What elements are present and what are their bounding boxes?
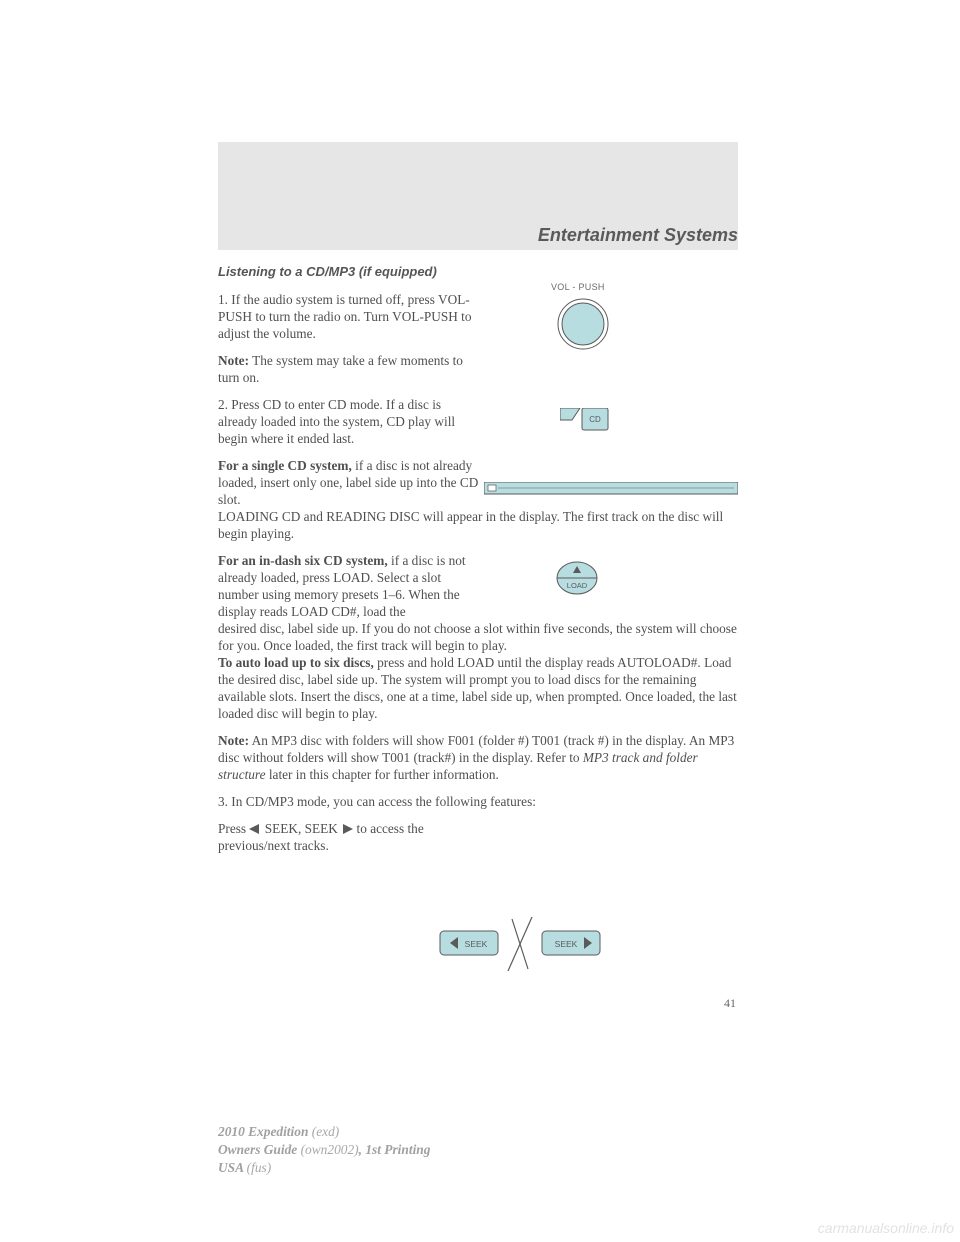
- footer-1b: (exd): [312, 1124, 340, 1139]
- p6-label: To auto load up to six discs,: [218, 655, 374, 670]
- paragraph-7: Note: An MP3 disc with folders will show…: [218, 732, 738, 783]
- p5-label: For an in-dash six CD system,: [218, 553, 388, 568]
- footer-line-2: Owners Guide (own2002), 1st Printing: [218, 1141, 430, 1159]
- paragraph-9: Press SEEK, SEEK to access the previous/…: [218, 820, 458, 854]
- cd-slot-icon: [484, 482, 738, 496]
- footer-3a: USA: [218, 1160, 247, 1175]
- paragraph-2-rest: The system may take a few moments to tur…: [218, 353, 463, 385]
- paragraph-3: 2. Press CD to enter CD mode. If a disc …: [218, 396, 482, 447]
- footer-2a: Owners Guide: [218, 1142, 301, 1157]
- triangle-left-icon: [249, 824, 261, 834]
- footer-3b: (fus): [247, 1160, 272, 1175]
- triangle-right-icon: [341, 824, 353, 834]
- cd-button-label: CD: [589, 415, 601, 424]
- load-button-label: LOAD: [567, 581, 588, 590]
- body-content: Listening to a CD/MP3 (if equipped) 1. I…: [218, 264, 738, 864]
- paragraph-5: For an in-dash six CD system, if a disc …: [218, 552, 738, 654]
- footer-line-3: USA (fus): [218, 1159, 430, 1177]
- subsection-title: Listening to a CD/MP3 (if equipped): [218, 264, 738, 281]
- paragraph-8: 3. In CD/MP3 mode, you can access the fo…: [218, 793, 738, 810]
- watermark: carmanualsonline.info: [818, 1220, 954, 1236]
- section-header: Entertainment Systems: [538, 225, 738, 246]
- seek-buttons-icon: SEEK SEEK: [428, 913, 608, 975]
- p4-label: For a single CD system,: [218, 458, 352, 473]
- paragraph-2: Note: The system may take a few moments …: [218, 352, 482, 386]
- p7b: later in this chapter for further inform…: [266, 767, 499, 782]
- load-button-icon: LOAD: [555, 561, 599, 597]
- p9a: Press: [218, 821, 246, 836]
- paragraph-1: 1. If the audio system is turned off, pr…: [218, 291, 482, 342]
- vol-push-knob-icon: [555, 296, 611, 352]
- footer: 2010 Expedition (exd) Owners Guide (own2…: [218, 1123, 430, 1177]
- p4b: LOADING CD and READING DISC will appear …: [218, 509, 723, 541]
- p5b: desired disc, label side up. If you do n…: [218, 621, 737, 653]
- seek-right-label: SEEK: [555, 939, 578, 949]
- note-label: Note:: [218, 353, 249, 368]
- seek-left-label: SEEK: [465, 939, 488, 949]
- p7-label: Note:: [218, 733, 249, 748]
- vol-push-label: VOL - PUSH: [551, 282, 605, 292]
- footer-line-1: 2010 Expedition (exd): [218, 1123, 430, 1141]
- footer-1a: 2010 Expedition: [218, 1124, 312, 1139]
- footer-2c: , 1st Printing: [359, 1142, 431, 1157]
- page: Entertainment Systems Listening to a CD/…: [0, 0, 960, 1242]
- p9b: SEEK, SEEK: [265, 821, 338, 836]
- paragraph-6: To auto load up to six discs, press and …: [218, 654, 738, 722]
- footer-2b: (own2002): [301, 1142, 359, 1157]
- p9c: to: [357, 821, 367, 836]
- cd-button-icon: CD: [560, 408, 610, 434]
- paragraph-4: For a single CD system, if a disc is not…: [218, 457, 738, 542]
- page-number: 41: [724, 996, 736, 1011]
